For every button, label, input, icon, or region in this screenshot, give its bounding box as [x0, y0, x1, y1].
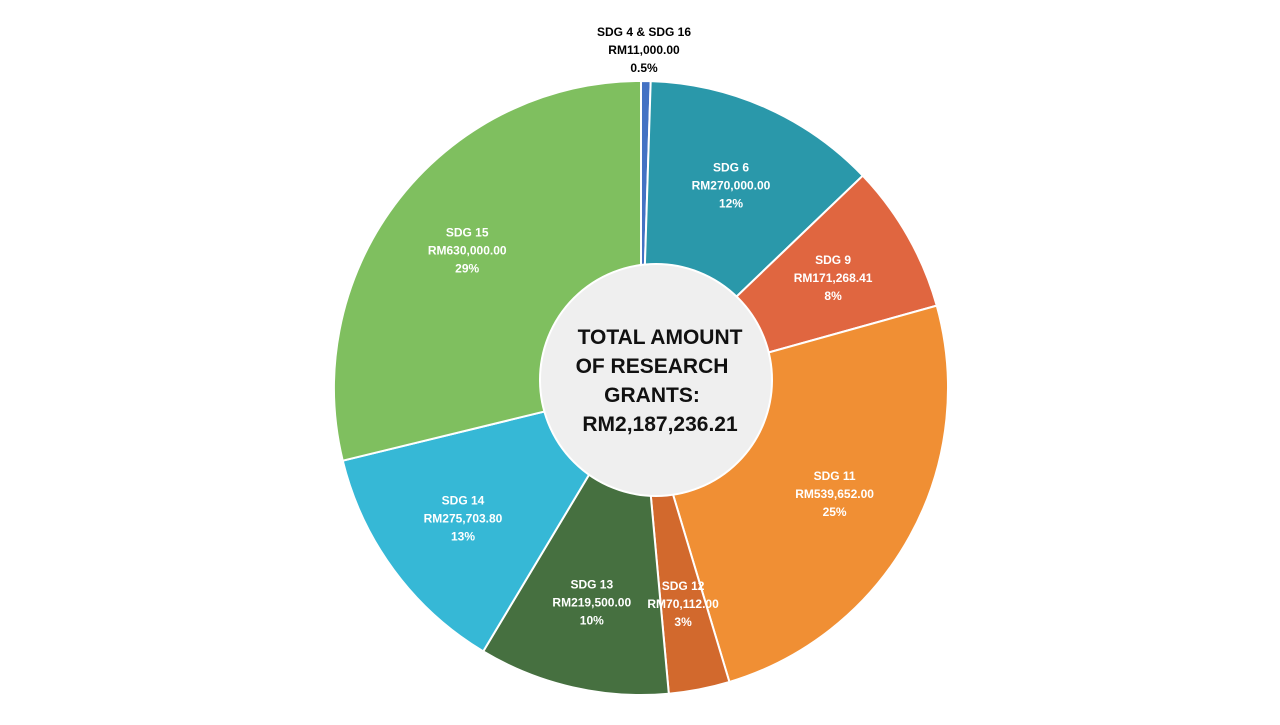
label-sdg-14-amount: RM275,703.80 — [424, 511, 503, 525]
label-sdg-12-name: SDG 12 — [662, 579, 705, 593]
center-text-line-3: GRANTS: — [604, 384, 700, 407]
center-text-line-2: OF RESEARCH — [576, 355, 729, 378]
label-sdg-12-percent: 3% — [674, 615, 692, 629]
label-sdg-11-amount: RM539,652.00 — [795, 487, 874, 501]
label-sdg-13-amount: RM219,500.00 — [552, 596, 631, 610]
label-sdg-4-sdg-16-amount: RM11,000.00 — [608, 43, 680, 57]
label-sdg-15-percent: 29% — [455, 262, 479, 276]
center-hole — [539, 263, 773, 497]
label-sdg-11-percent: 25% — [823, 505, 847, 519]
label-sdg-9-name: SDG 9 — [815, 253, 851, 267]
label-sdg-4-sdg-16-name: SDG 4 & SDG 16 — [597, 25, 691, 39]
label-sdg-13-name: SDG 13 — [570, 578, 613, 592]
label-sdg-14-percent: 13% — [451, 529, 475, 543]
label-sdg-12-amount: RM70,112.00 — [647, 597, 719, 611]
label-sdg-11-name: SDG 11 — [814, 469, 856, 483]
label-sdg-6-name: SDG 6 — [713, 160, 749, 174]
label-sdg-6-percent: 12% — [719, 196, 743, 210]
center-text-line-1: TOTAL AMOUNT — [578, 326, 743, 349]
label-sdg-9-percent: 8% — [824, 289, 842, 303]
label-sdg-4-sdg-16-percent: 0.5% — [630, 61, 658, 75]
label-sdg-6-amount: RM270,000.00 — [692, 178, 771, 192]
label-sdg-9-amount: RM171,268.41 — [794, 271, 873, 285]
label-sdg-15-name: SDG 15 — [446, 226, 489, 240]
label-sdg-14-name: SDG 14 — [442, 493, 485, 507]
label-sdg-13-percent: 10% — [580, 614, 604, 628]
label-sdg-15-amount: RM630,000.00 — [428, 244, 507, 258]
center-text-line-4: RM2,187,236.21 — [582, 413, 738, 436]
labels-layer: SDG 4 & SDG 16 RM11,000.00 0.5% SDG 6 RM270,… — [424, 25, 875, 629]
